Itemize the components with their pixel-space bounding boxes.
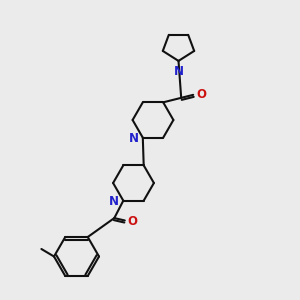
Text: O: O: [196, 88, 206, 101]
Text: N: N: [109, 195, 119, 208]
Text: O: O: [128, 214, 138, 228]
Text: N: N: [129, 132, 139, 145]
Text: N: N: [174, 64, 184, 77]
